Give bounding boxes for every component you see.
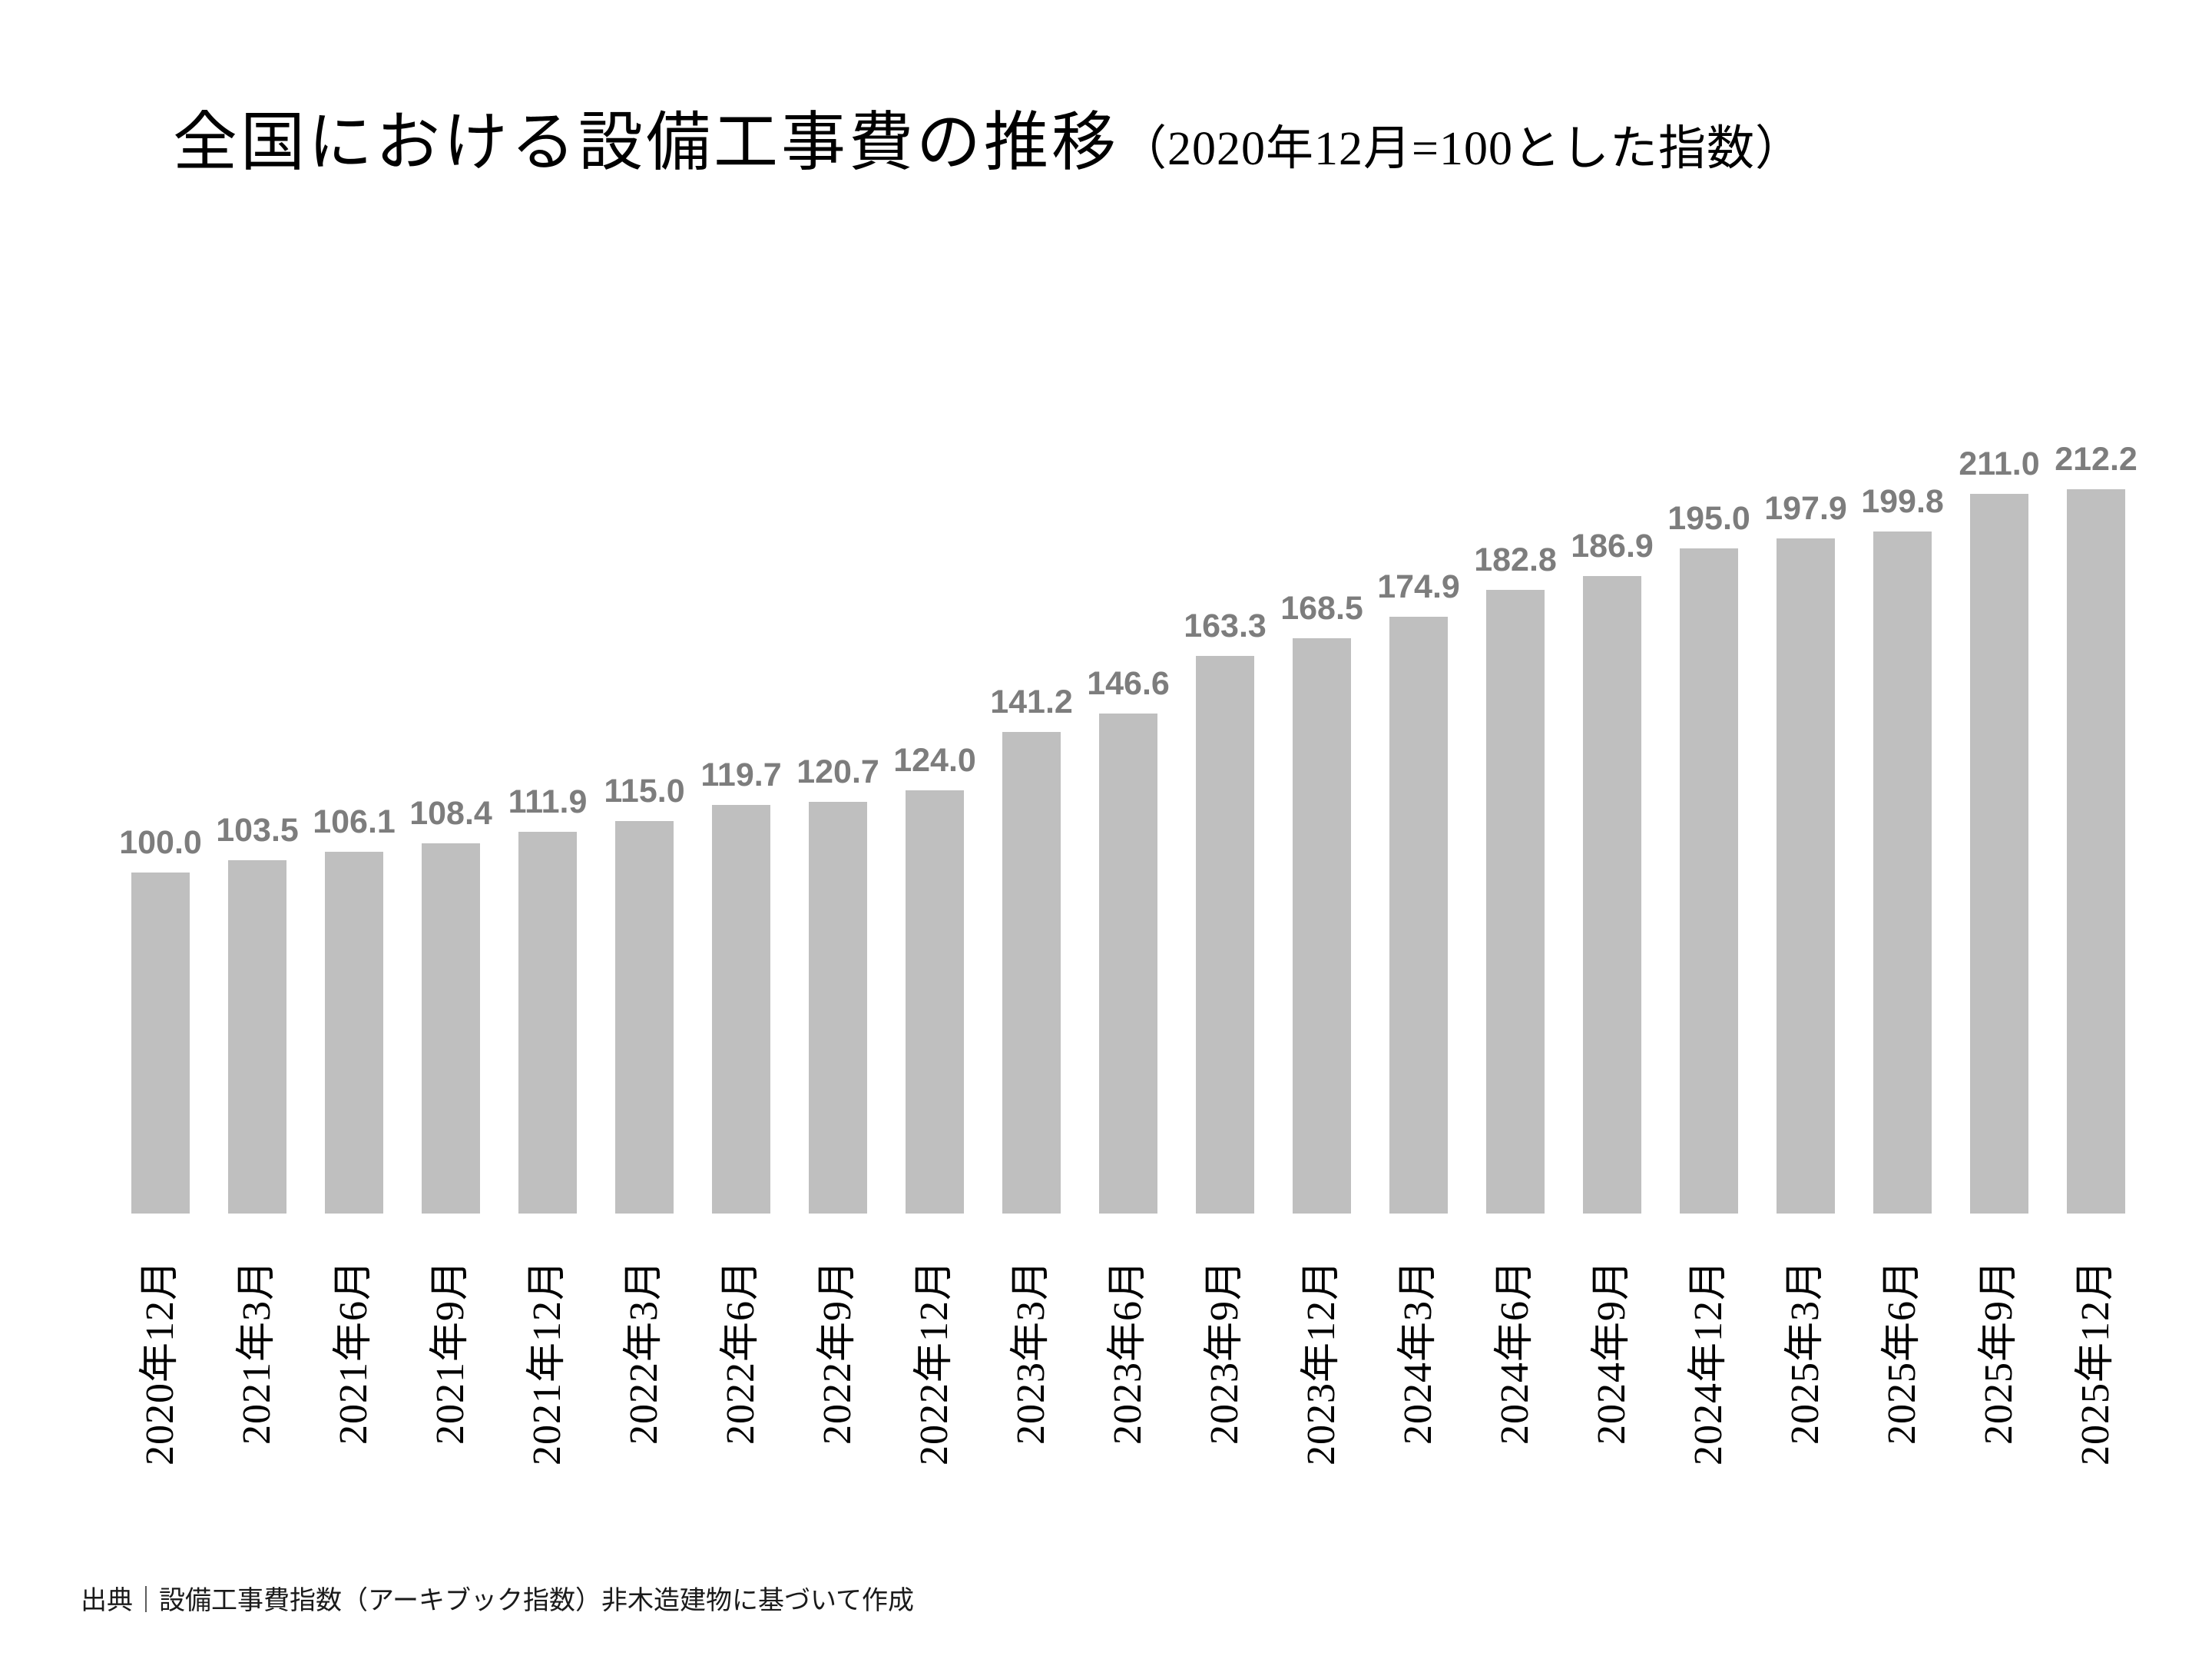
- bar-value-label: 106.1: [313, 803, 396, 840]
- bar-value-label: 146.6: [1087, 665, 1170, 702]
- bar: 199.8 2025年6月: [1861, 483, 1944, 1445]
- bar: 120.7 2022年9月: [796, 753, 879, 1445]
- bar: 119.7 2022年6月: [700, 757, 781, 1445]
- bar-value-label: 108.4: [409, 795, 492, 832]
- x-axis-label: 2024年12月: [1687, 1260, 1730, 1466]
- bar-value-label: 115.0: [604, 773, 685, 810]
- bar-value-label: 124.0: [893, 742, 976, 779]
- chart-title: 全国における設備工事費の推移（2020年12月=100とした指数）: [173, 91, 1803, 184]
- x-axis-label: 2024年9月: [1590, 1260, 1634, 1445]
- bar: 197.9 2025年3月: [1764, 490, 1847, 1445]
- bar: 124.0 2022年12月: [893, 742, 976, 1465]
- x-axis-label: 2022年6月: [719, 1260, 763, 1445]
- x-axis-label: 2025年6月: [1880, 1260, 1924, 1445]
- x-axis-label: 2025年3月: [1783, 1260, 1827, 1445]
- bar: 146.6 2023年6月: [1087, 665, 1170, 1445]
- bar-value-label: 174.9: [1377, 568, 1460, 605]
- bar-value-label: 141.2: [990, 684, 1073, 720]
- bar: 103.5 2021年3月: [216, 812, 299, 1445]
- bar-value-label: 211.0: [1959, 445, 2040, 482]
- bar: 115.0 2022年3月: [604, 773, 684, 1445]
- bar: 212.2 2025年12月: [2055, 441, 2137, 1465]
- x-axis-label: 2023年12月: [1300, 1260, 1343, 1466]
- x-axis-label: 2024年3月: [1396, 1260, 1440, 1445]
- bar-value-label: 103.5: [216, 812, 299, 849]
- bar-value-label: 182.8: [1474, 541, 1557, 578]
- bar-value-label: 100.0: [119, 824, 202, 861]
- bar: 182.8 2024年6月: [1474, 541, 1557, 1445]
- bar-value-label: 163.3: [1184, 608, 1267, 644]
- bar-value-label: 199.8: [1861, 483, 1944, 520]
- bar-value-label: 186.9: [1571, 528, 1654, 565]
- x-axis-label: 2021年9月: [429, 1260, 472, 1445]
- x-axis-label: 2023年6月: [1106, 1260, 1150, 1445]
- x-axis-label: 2021年12月: [525, 1260, 569, 1466]
- bar-value-label: 119.7: [700, 757, 782, 793]
- chart-title-main: 全国における設備工事費の推移: [173, 108, 1120, 179]
- plot-area: 100.0 2020年12月 103.5 2021年3月 106.1 2021年6月 108…: [119, 441, 2137, 1465]
- chart-title-sub: （2020年12月=100とした指数）: [1119, 123, 1803, 175]
- bar: 111.9 2021年12月: [508, 783, 588, 1465]
- bar-value-label: 212.2: [2055, 441, 2137, 478]
- bar-value-label: 195.0: [1667, 500, 1750, 537]
- bar: 168.5 2023年12月: [1280, 590, 1363, 1465]
- bar: 163.3 2023年9月: [1184, 608, 1267, 1445]
- x-axis-label: 2025年9月: [1977, 1260, 2021, 1445]
- x-axis-label: 2021年3月: [235, 1260, 279, 1445]
- x-axis-label: 2025年12月: [2074, 1260, 2118, 1466]
- bar: 174.9 2024年3月: [1377, 568, 1460, 1445]
- bar-value-label: 168.5: [1280, 590, 1363, 627]
- bar: 106.1 2021年6月: [313, 803, 396, 1445]
- x-axis-label: 2021年6月: [332, 1260, 376, 1445]
- x-axis-label: 2020年12月: [138, 1260, 182, 1466]
- bar-value-label: 120.7: [796, 753, 879, 790]
- bar: 211.0 2025年9月: [1959, 445, 2039, 1445]
- x-axis-label: 2023年9月: [1203, 1260, 1247, 1445]
- bar: 186.9 2024年9月: [1571, 528, 1654, 1445]
- x-axis-label: 2022年9月: [816, 1260, 859, 1445]
- bar-value-label: 197.9: [1764, 490, 1847, 527]
- bar: 100.0 2020年12月: [119, 824, 202, 1465]
- bar-value-label: 111.9: [508, 783, 588, 820]
- x-axis-label: 2022年12月: [912, 1260, 956, 1466]
- bar: 108.4 2021年9月: [409, 795, 492, 1445]
- x-axis-label: 2023年3月: [1009, 1260, 1053, 1445]
- source-note: 出典｜設備工事費指数（アーキブック指数）非木造建物に基づいて作成: [81, 1586, 914, 1615]
- bar: 195.0 2024年12月: [1667, 500, 1750, 1465]
- bar: 141.2 2023年3月: [990, 684, 1073, 1445]
- x-axis-label: 2024年6月: [1493, 1260, 1537, 1445]
- x-axis-label: 2022年3月: [622, 1260, 666, 1445]
